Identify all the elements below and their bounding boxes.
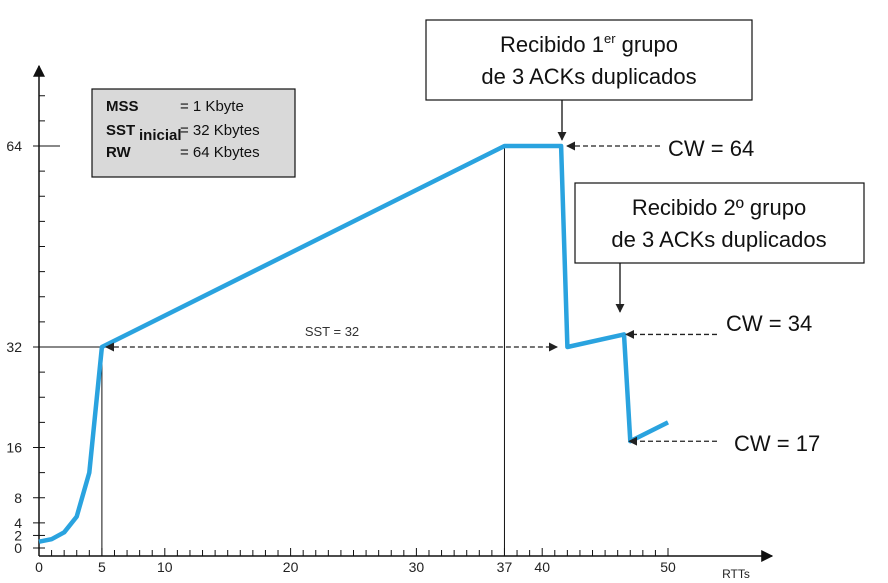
y-tick-label-8: 8	[14, 490, 22, 506]
x-tick-label-0: 0	[35, 559, 43, 575]
y-tick-label-0: 0	[14, 540, 22, 556]
guide-lines	[39, 145, 505, 556]
callouts: Recibido 1er grupo de 3 ACKs duplicados Re…	[425, 19, 865, 313]
cw-label-64: CW = 64	[668, 136, 754, 161]
x-tick-label-5: 5	[98, 559, 106, 575]
y-tick-label-32: 32	[6, 339, 22, 355]
cw-series-line	[38, 143, 670, 544]
x-tick-label-40: 40	[534, 559, 550, 575]
info-key-sst: SST	[106, 122, 135, 139]
info-box: MSS = 1 Kbyte SST inicial= 32 Kbytes RW = 64 …	[91, 88, 296, 178]
callout-1-line-1: Recibido 1er grupo	[500, 31, 678, 57]
cw-label-34: CW = 34	[726, 311, 812, 336]
y-tick-label-4: 4	[14, 515, 22, 531]
sst-annotation: SST = 32	[104, 324, 558, 352]
callout-box-2	[574, 182, 865, 264]
axes: RTTs	[33, 64, 774, 581]
y-tick-label-64: 64	[6, 138, 22, 154]
callout-2-line-2: de 3 ACKs duplicados	[611, 227, 826, 252]
info-value-rw: = 64 Kbytes	[180, 144, 260, 161]
info-value-mss: = 1 Kbyte	[180, 98, 244, 115]
info-key-rw: RW	[106, 144, 132, 161]
series-group	[38, 143, 670, 544]
x-tick-label-50: 50	[660, 559, 676, 575]
info-key-mss: MSS	[106, 98, 139, 115]
axis-ticks: 0 5 10 20 30 37 40 50 024 8 16 32 64	[6, 95, 676, 575]
x-tick-label-37: 37	[497, 559, 513, 575]
x-tick-label-30: 30	[409, 559, 425, 575]
x-tick-label-10: 10	[157, 559, 173, 575]
y-tick-label-2: 2	[14, 527, 22, 543]
callout-box-1	[425, 19, 753, 101]
callout-2-line-1: Recibido 2º grupo	[632, 195, 806, 220]
info-value-sst: = 32 Kbytes	[180, 122, 260, 139]
x-tick-label-20: 20	[283, 559, 299, 575]
sst-label: SST = 32	[305, 324, 359, 339]
y-tick-label-16: 16	[6, 440, 22, 456]
cw-annotations: CW = 64 CW = 34 CW = 17	[566, 136, 820, 456]
x-axis-title: RTTs	[722, 567, 750, 581]
callout-1-line-2: de 3 ACKs duplicados	[481, 64, 696, 89]
info-box-frame	[91, 88, 296, 178]
info-subscript: inicial	[139, 127, 182, 144]
cw-label-17: CW = 17	[734, 431, 820, 456]
